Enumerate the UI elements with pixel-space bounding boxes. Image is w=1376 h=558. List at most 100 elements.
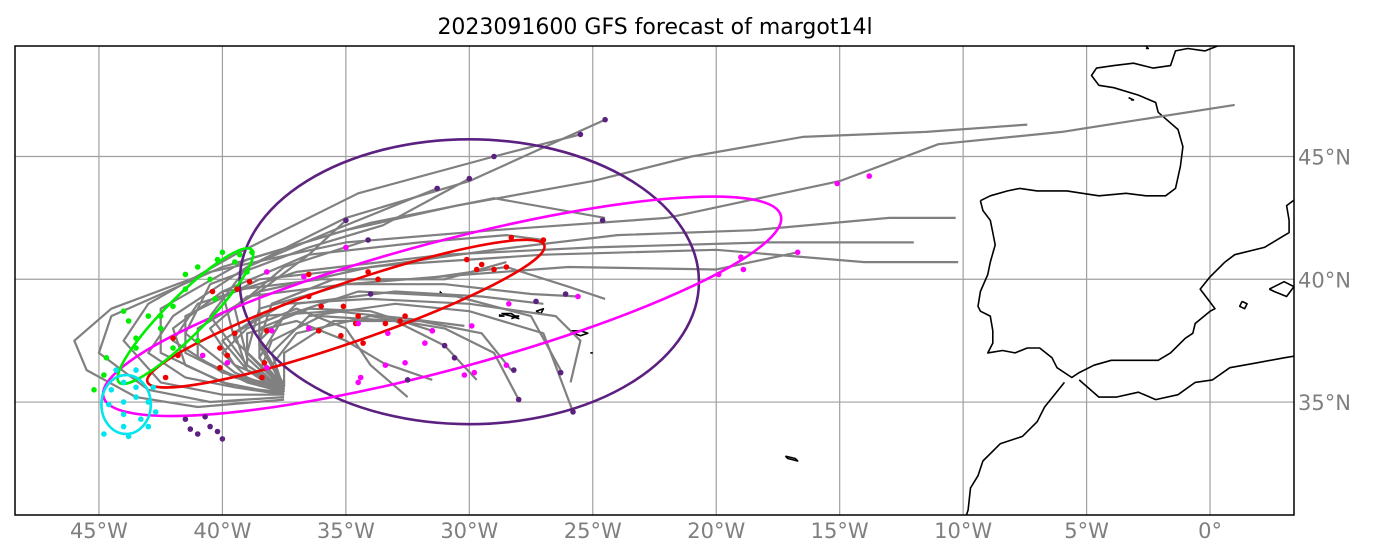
track-point-marker: [133, 367, 139, 373]
track-point-marker: [246, 278, 253, 285]
track-point-marker: [422, 340, 428, 346]
track-point-marker: [834, 180, 840, 187]
coastline-segment: [980, 46, 1219, 202]
track-point-marker: [106, 401, 112, 408]
track-point-marker: [338, 332, 344, 339]
track-point-marker: [234, 286, 240, 292]
forecast-track: [147, 118, 606, 394]
track-point-marker: [133, 384, 139, 391]
coastline-segment: [1238, 300, 1248, 310]
track-point-marker: [219, 249, 226, 256]
track-point-marker: [404, 377, 411, 383]
track-point-marker: [557, 369, 564, 376]
track-point-marker: [360, 340, 366, 346]
track-point-marker: [503, 362, 510, 369]
uncertainty-ellipses: [100, 138, 783, 436]
forecast-track: [73, 103, 1235, 409]
lon-tick-label: 30°W: [440, 519, 498, 543]
uncertainty-ellipse: [101, 195, 783, 418]
track-point-marker: [715, 271, 722, 278]
track-point-marker: [244, 269, 250, 275]
track-point-marker: [182, 416, 189, 423]
track-point-marker: [207, 276, 213, 283]
uncertainty-ellipse: [145, 238, 546, 389]
track-point-marker: [194, 264, 201, 270]
lon-tick-label: 40°W: [193, 519, 251, 543]
track-point-marker: [157, 313, 164, 319]
track-point-marker: [207, 423, 213, 430]
forecast-track: [122, 133, 581, 396]
track-point-marker: [491, 266, 497, 273]
track-point-marker: [301, 274, 307, 280]
forecast-track: [159, 197, 606, 396]
forecast-tracks: [73, 103, 1235, 413]
track-point-marker: [152, 409, 159, 415]
track-point-marker: [103, 355, 110, 361]
track-point-marker: [145, 423, 152, 430]
track-point-marker: [506, 301, 512, 307]
track-point-marker: [224, 352, 231, 359]
track-point-marker: [202, 414, 208, 420]
track-point-marker: [214, 256, 221, 263]
track-point-marker: [343, 217, 349, 224]
track-point-marker: [570, 409, 576, 415]
track-point-marker: [157, 325, 164, 332]
coastline-segment: [535, 307, 545, 315]
track-point-marker: [101, 372, 107, 378]
lat-tick-label: 35°N: [1298, 391, 1351, 415]
forecast-track: [209, 187, 438, 391]
track-point-marker: [145, 399, 152, 405]
axis-tick-labels: 45°W 40°W 35°W 30°W 25°W 20°W 15°W 10°W 5°W 0° 35°…: [70, 145, 1351, 543]
track-point-marker: [306, 271, 312, 278]
track-point-marker: [473, 266, 480, 273]
track-point-marker: [113, 367, 119, 373]
track-point-marker: [269, 328, 275, 334]
track-point-marker: [511, 367, 517, 373]
lon-tick-label: 35°W: [317, 519, 375, 543]
track-point-marker: [385, 330, 391, 337]
map-title: 2023091600 GFS forecast of margot14l: [437, 15, 872, 40]
track-point-marker: [138, 416, 144, 423]
track-point-marker: [466, 175, 473, 182]
lon-tick-label: 45°W: [70, 519, 128, 543]
track-point-marker: [375, 276, 381, 283]
coastline-segment: [1128, 96, 1135, 101]
track-point-marker: [170, 303, 176, 310]
track-point-marker: [866, 173, 873, 179]
track-point-marker: [219, 436, 226, 442]
track-point-marker: [264, 328, 270, 334]
lat-tick-label: 40°N: [1298, 268, 1351, 292]
track-point-marker: [264, 269, 270, 275]
coastline-segment: [501, 312, 520, 320]
track-point-marker: [120, 379, 127, 386]
track-point-marker: [249, 249, 255, 256]
coastline-segment: [1268, 280, 1294, 298]
track-point-marker: [145, 313, 152, 319]
track-point-marker: [491, 153, 497, 160]
track-point-marker: [602, 116, 608, 123]
track-point-marker: [471, 369, 478, 376]
track-point-marker: [577, 131, 584, 138]
track-point-marker: [382, 320, 389, 327]
track-point-marker: [175, 352, 181, 359]
track-point-marker: [740, 266, 747, 273]
coastline-segment: [965, 381, 1066, 515]
uncertainty-ellipse: [100, 373, 153, 436]
forecast-track: [283, 319, 513, 388]
track-point-marker: [133, 335, 139, 342]
track-point-marker: [464, 256, 470, 263]
track-point-marker: [264, 364, 270, 371]
coastline-segment: [570, 330, 589, 337]
track-point-marker: [182, 286, 189, 292]
track-point-marker: [108, 387, 115, 393]
track-point-marker: [562, 291, 569, 297]
coastline-segment: [498, 314, 505, 317]
track-point-marker: [441, 342, 448, 349]
lon-tick-label: 0°: [1198, 519, 1222, 543]
coastline-segment: [977, 199, 1294, 379]
coastline-segment: [1078, 355, 1294, 401]
track-point-marker: [402, 360, 408, 366]
track-point-marker: [224, 360, 231, 366]
track-point-marker: [508, 234, 515, 241]
